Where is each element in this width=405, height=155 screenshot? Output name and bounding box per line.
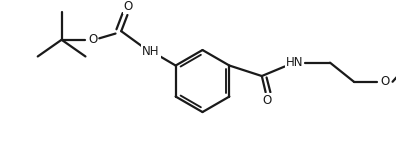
Text: HN: HN <box>286 56 303 69</box>
Text: O: O <box>380 75 390 88</box>
Text: O: O <box>262 94 271 107</box>
Text: NH: NH <box>142 45 160 58</box>
Text: O: O <box>124 0 133 13</box>
Text: O: O <box>88 33 97 46</box>
